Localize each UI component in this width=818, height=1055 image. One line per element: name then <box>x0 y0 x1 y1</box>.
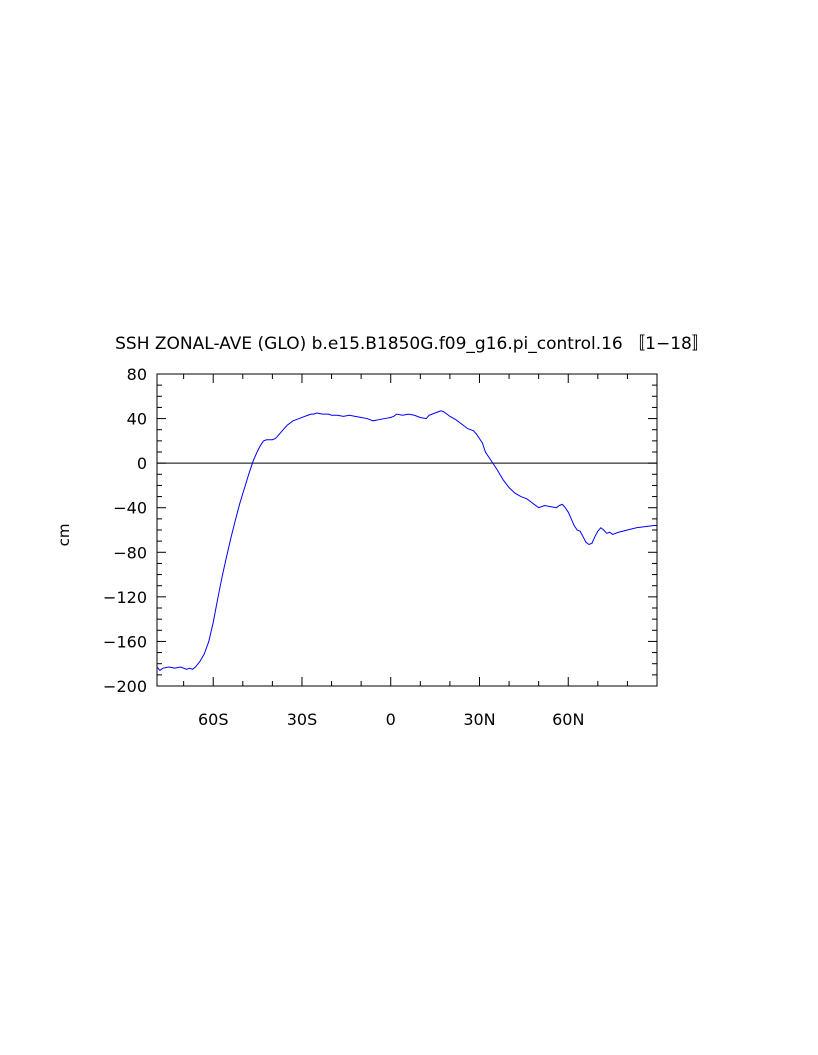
plot-frame <box>156 373 658 687</box>
ssh-series-line <box>156 410 657 672</box>
y-tick-label: 80 <box>127 365 147 384</box>
chart-title: SSH ZONAL-AVE (GLO) b.e15.B1850G.f09_g16… <box>115 334 709 354</box>
x-tick-label: 30S <box>287 710 318 729</box>
y-tick-label: 0 <box>137 454 147 473</box>
y-tick-label: −200 <box>103 677 147 696</box>
y-axis-label: cm <box>55 524 73 547</box>
y-tick-label: −40 <box>113 499 147 518</box>
x-tick-label: 60S <box>198 710 229 729</box>
y-tick-label: −160 <box>103 632 147 651</box>
axis-ticks <box>157 373 658 687</box>
y-tick-label: 40 <box>127 410 147 429</box>
axis-tick-labels: 80 40 0 −40 −80 −120 −160 −200 60S 30S 0 30N 60N <box>103 365 584 729</box>
y-tick-label: −80 <box>113 543 147 562</box>
x-tick-label: 30N <box>463 710 495 729</box>
x-tick-label: 0 <box>386 710 396 729</box>
x-tick-label: 60N <box>552 710 584 729</box>
y-tick-label: −120 <box>103 588 147 607</box>
